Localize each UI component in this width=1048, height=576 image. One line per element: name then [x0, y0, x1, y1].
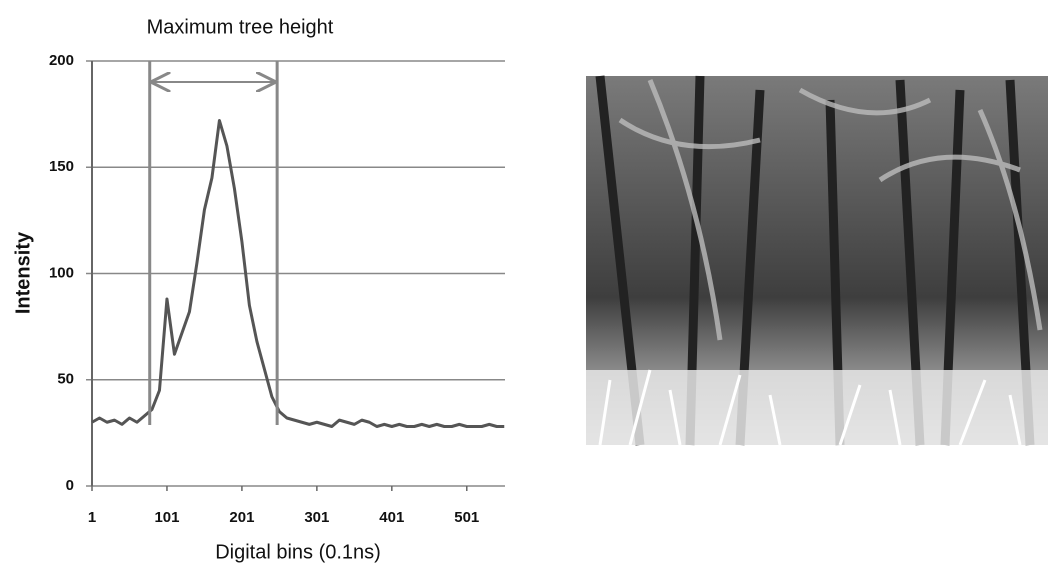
data-line: [91, 119, 505, 428]
y-tick-label: 200: [49, 52, 74, 69]
x-tick-label: 501: [454, 509, 479, 526]
y-tick-label: 0: [66, 477, 74, 494]
x-tick-label: 1: [88, 509, 96, 526]
x-tick-label: 301: [304, 509, 329, 526]
x-tick-label: 101: [154, 509, 179, 526]
y-tick-label: 100: [49, 264, 74, 281]
y-tick-label: 150: [49, 158, 74, 175]
y-axis-label: Intensity: [12, 231, 34, 314]
y-tick-label: 50: [57, 371, 74, 388]
photo: [586, 75, 1048, 446]
x-axis-label: Digital bins (0.1ns): [215, 541, 381, 563]
x-tick-label: 401: [379, 509, 404, 526]
chart-title: Maximum tree height: [147, 16, 334, 38]
x-tick-label: 201: [229, 509, 254, 526]
